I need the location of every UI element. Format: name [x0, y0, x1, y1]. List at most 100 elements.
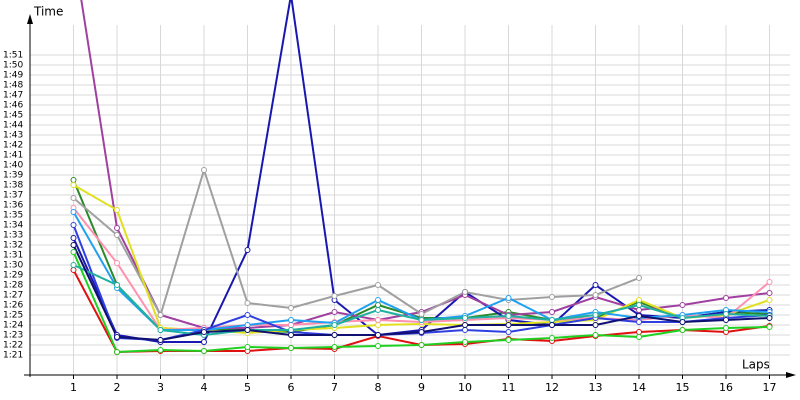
point [723, 325, 729, 331]
point [592, 292, 599, 298]
point [244, 300, 251, 306]
point [375, 317, 381, 323]
point [549, 309, 555, 315]
x-tick-label: 6 [288, 381, 295, 394]
point [766, 297, 773, 303]
point [462, 322, 468, 328]
point [679, 302, 686, 308]
point [592, 312, 599, 318]
point [114, 334, 120, 340]
point [766, 324, 773, 330]
y-tick-label: 1:28 [3, 281, 23, 291]
point [375, 332, 381, 338]
y-tick-label: 1:26 [3, 301, 23, 311]
y-tick-label: 1:22 [3, 341, 23, 351]
point [70, 182, 77, 188]
point [114, 232, 120, 238]
point [636, 329, 642, 335]
point [288, 305, 294, 311]
x-tick-label: 3 [157, 381, 164, 394]
point [70, 195, 77, 201]
point [375, 282, 381, 288]
point [331, 293, 338, 299]
point [244, 344, 251, 350]
point [505, 329, 512, 335]
y-tick-label: 1:43 [3, 131, 23, 141]
x-tick-label: 14 [632, 381, 646, 394]
point [157, 312, 164, 318]
point [375, 343, 381, 349]
point [114, 282, 120, 288]
y-tick-label: 1:34 [3, 221, 23, 231]
y-tick-label: 1:46 [3, 101, 23, 111]
y-tick-label: 1:51 [3, 51, 23, 61]
point [505, 322, 512, 328]
point [723, 295, 729, 301]
point [114, 260, 120, 266]
y-tick-label: 1:38 [3, 181, 23, 191]
point [636, 297, 642, 303]
point [375, 297, 381, 303]
point [636, 319, 642, 325]
grid [30, 25, 790, 375]
point [375, 302, 381, 308]
x-axis-title: Laps [742, 358, 770, 372]
point [70, 249, 77, 255]
point [723, 311, 729, 317]
point [114, 349, 120, 355]
point [201, 339, 207, 345]
y-axis-arrow [27, 14, 33, 24]
x-tick-label: 2 [114, 381, 121, 394]
x-tick-label: 5 [244, 381, 251, 394]
point [114, 225, 120, 231]
point [505, 295, 512, 301]
y-tick-label: 1:21 [3, 351, 23, 361]
y-tick-label: 1:25 [3, 311, 23, 321]
point [766, 290, 773, 296]
x-tick-label: 8 [375, 381, 382, 394]
y-tick-label: 1:32 [3, 241, 23, 251]
point [331, 309, 338, 315]
x-axis-arrow [786, 372, 796, 378]
point [244, 312, 251, 318]
point [201, 167, 207, 173]
y-tick-label: 1:36 [3, 201, 23, 211]
point [462, 289, 468, 295]
y-tick-label: 1:23 [3, 331, 23, 341]
x-tick-label: 11 [502, 381, 516, 394]
point [636, 313, 642, 319]
point [549, 335, 555, 341]
x-tick-label: 17 [763, 381, 777, 394]
y-tick-label: 1:40 [3, 161, 23, 171]
x-tick-label: 4 [201, 381, 208, 394]
x-tick-label: 9 [418, 381, 425, 394]
y-tick-label: 1:27 [3, 291, 23, 301]
point [114, 207, 120, 213]
point [331, 344, 338, 350]
point [288, 317, 294, 323]
y-tick-label: 1:29 [3, 271, 23, 281]
y-tick-label: 1:39 [3, 171, 23, 181]
point [636, 334, 642, 340]
point [70, 235, 77, 241]
point [70, 262, 77, 268]
point [636, 302, 642, 308]
x-tick-label: 1 [70, 381, 77, 394]
y-axis-title: Time [33, 5, 63, 19]
point [766, 315, 773, 321]
point [288, 345, 294, 351]
y-tick-label: 1:37 [3, 191, 23, 201]
point [288, 322, 294, 328]
point [70, 209, 77, 215]
point [288, 327, 294, 333]
y-tick-label: 1:35 [3, 211, 23, 221]
point [505, 313, 512, 319]
y-tick-label: 1:47 [3, 91, 23, 101]
x-tick-label: 15 [676, 381, 690, 394]
point [462, 315, 468, 321]
point [331, 322, 338, 328]
point [636, 307, 642, 313]
point [157, 337, 164, 343]
y-tick-label: 1:50 [3, 61, 23, 71]
point [679, 327, 686, 333]
